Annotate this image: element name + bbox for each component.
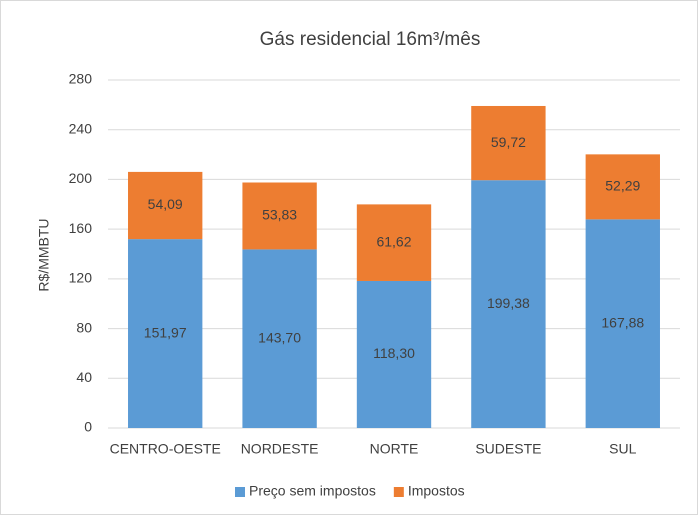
bar-segment (356, 280, 432, 428)
data-label: 59,72 (491, 134, 526, 150)
data-label: 151,97 (144, 324, 187, 340)
data-label: 53,83 (262, 207, 297, 223)
y-tick-label: 40 (76, 369, 92, 385)
y-tick-label: 160 (69, 220, 93, 236)
bar-segment (585, 154, 660, 220)
x-tick-label: SUDESTE (475, 441, 541, 457)
data-label: 167,88 (601, 314, 644, 330)
legend-swatch (235, 487, 245, 497)
legend-swatch (393, 487, 404, 497)
bar-segment (585, 219, 660, 428)
data-label: 199,38 (487, 295, 530, 311)
y-tick-label: 200 (69, 170, 93, 186)
x-tick-label: NORTE (370, 441, 419, 457)
x-tick-label: SUL (609, 441, 636, 457)
bar-segment (471, 105, 546, 181)
y-tick-label: 120 (69, 270, 93, 286)
bar-segment (128, 239, 203, 428)
y-tick-label: 280 (69, 71, 93, 87)
bar-segment (242, 182, 317, 250)
y-axis-label: R$/MMBTU (36, 218, 52, 291)
bar-segment (242, 249, 317, 428)
legend-label: Impostos (408, 483, 465, 499)
data-label: 52,29 (605, 178, 640, 194)
y-tick-label: 80 (76, 319, 92, 335)
y-tick-label: 0 (84, 419, 92, 435)
x-tick-label: CENTRO-OESTE (110, 441, 221, 457)
bar-segment (128, 171, 203, 240)
bar-segment (356, 204, 432, 281)
y-tick-label: 240 (69, 120, 93, 136)
x-tick-label: NORDESTE (241, 441, 319, 457)
bar-segment (471, 180, 546, 428)
data-label: 118,30 (373, 345, 415, 361)
data-label: 54,09 (148, 196, 183, 212)
data-label: 143,70 (258, 329, 301, 345)
data-label: 61,62 (376, 233, 411, 249)
legend-label: Preço sem impostos (249, 483, 376, 499)
chart-title: Gás residencial 16m³/mês (260, 29, 481, 50)
